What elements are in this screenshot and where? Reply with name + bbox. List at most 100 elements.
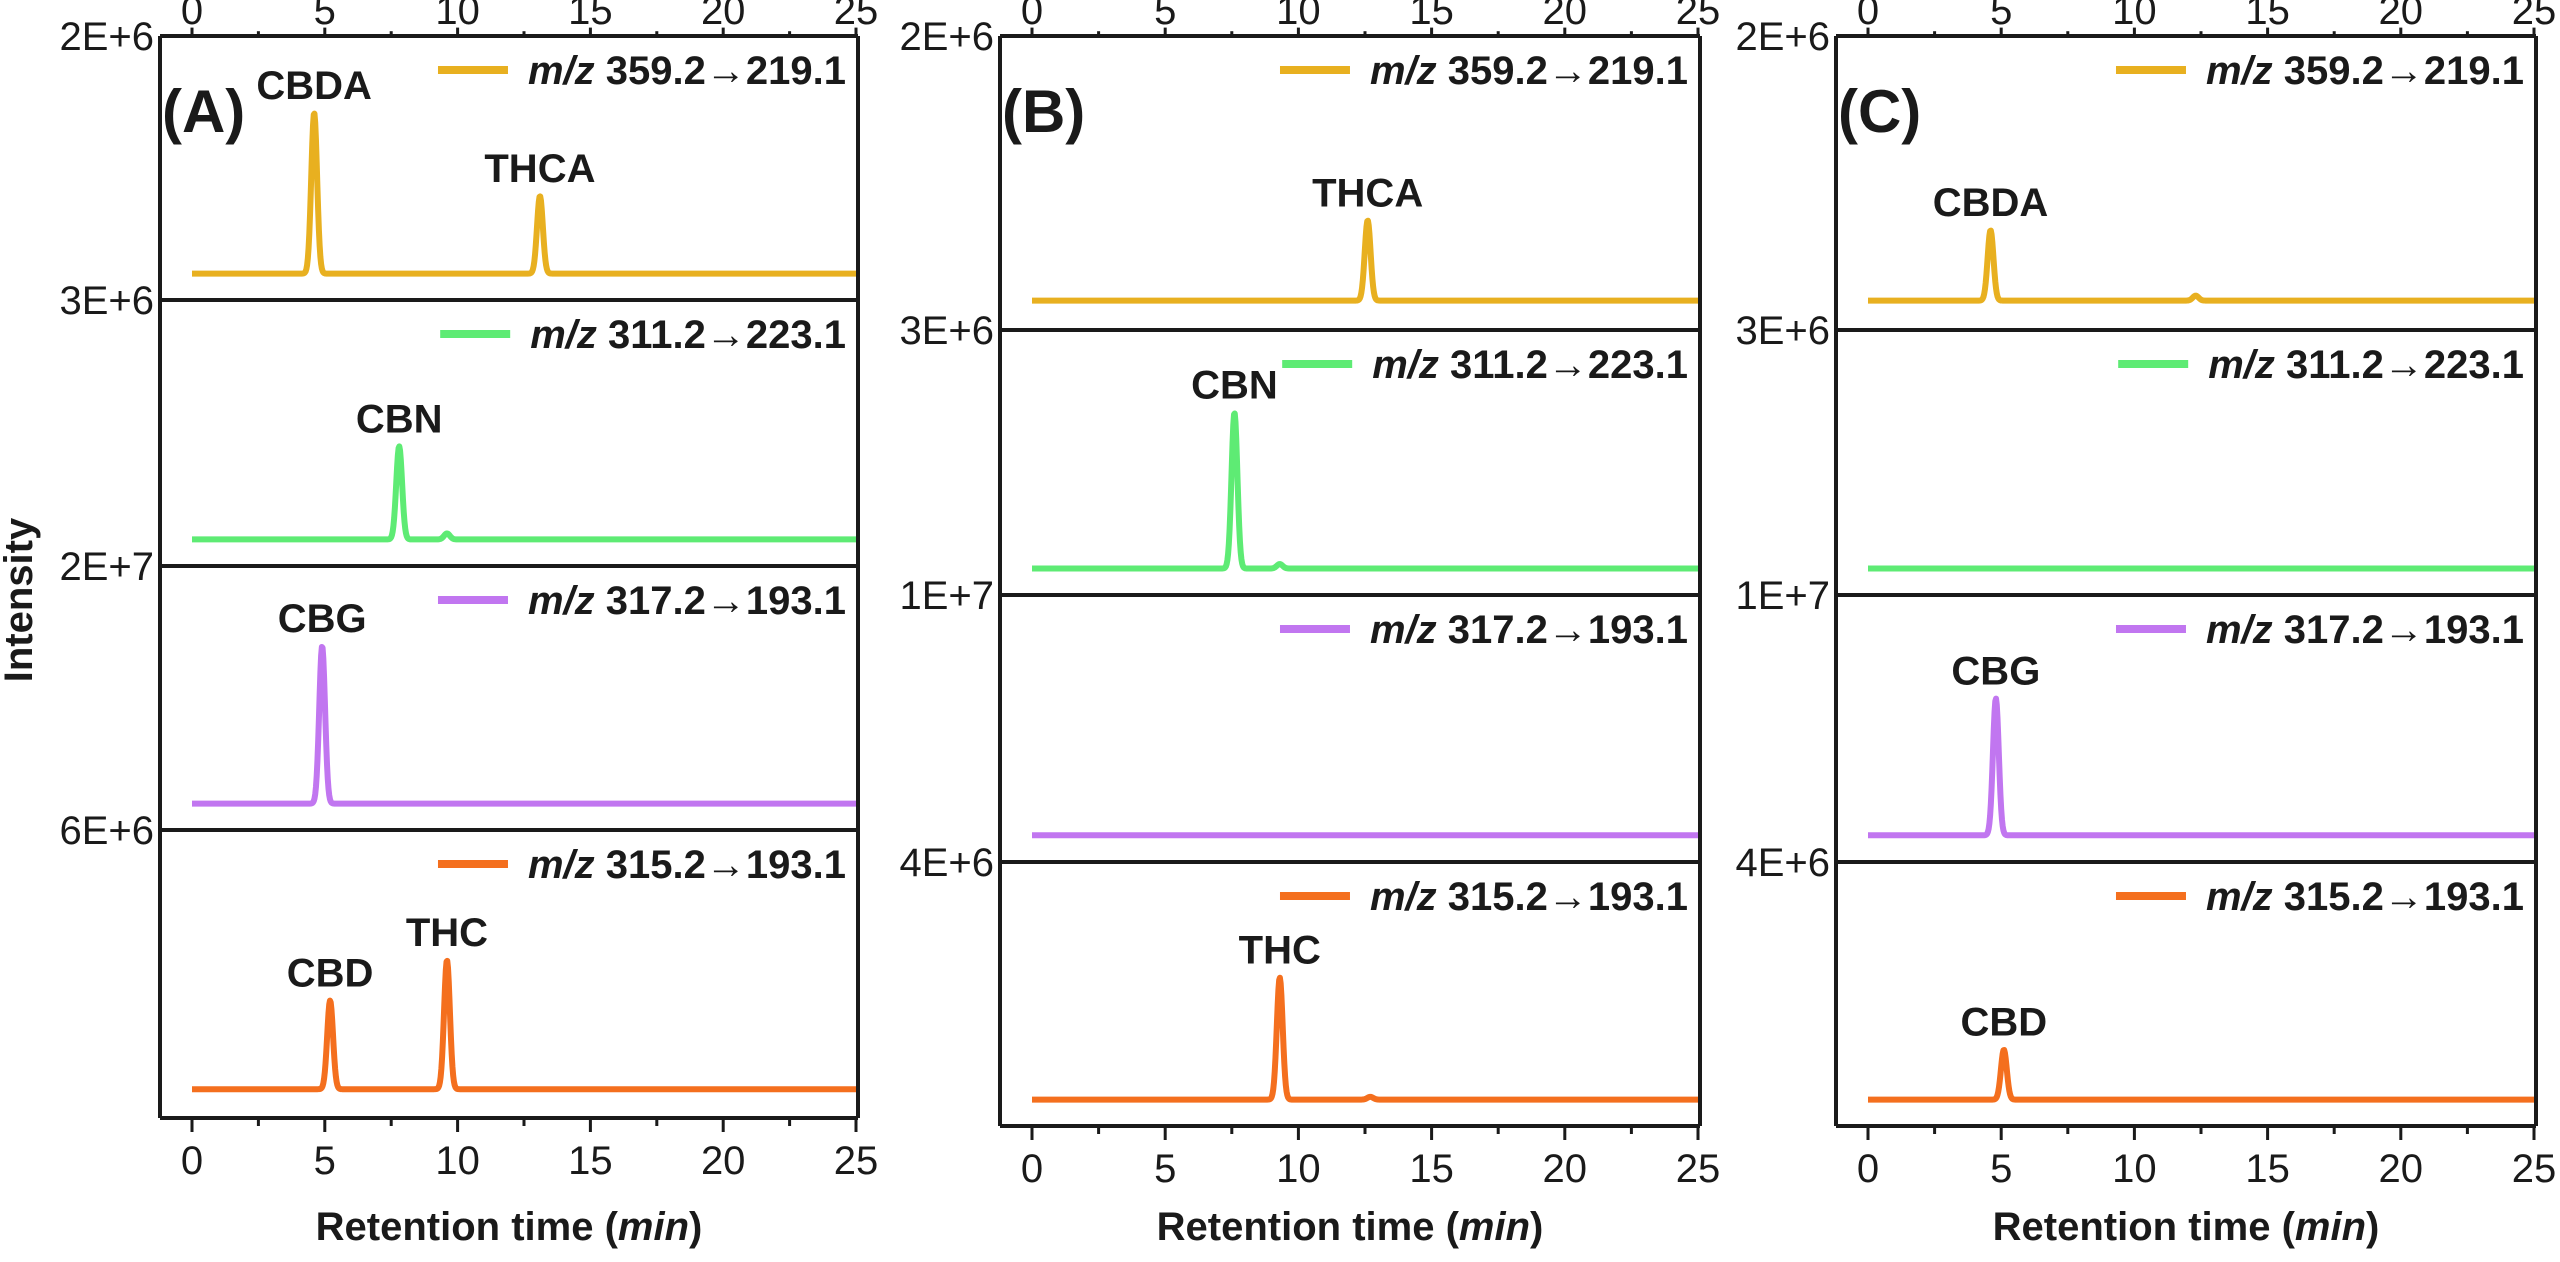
- legend-text: m/z 315.2→193.1: [1370, 875, 1688, 919]
- peak-apex: [1369, 1095, 1372, 1098]
- ymax-label: 3E+6: [899, 309, 994, 353]
- legend-entry: m/z 359.2→219.1: [2115, 49, 2524, 93]
- ymax-label: 2E+6: [59, 15, 154, 59]
- x-axis-title-close: ): [1530, 1205, 1543, 1249]
- peak-label-thc: THC: [1239, 929, 1321, 973]
- legend-text: m/z 359.2→219.1: [2206, 49, 2524, 93]
- trace-m359: [1029, 217, 1701, 304]
- x-tick-label-top: 5: [1154, 0, 1176, 33]
- ymax-label: 3E+6: [59, 279, 154, 323]
- panel-letter: (C): [1838, 78, 1921, 145]
- panel-letter: (B): [1002, 78, 1085, 145]
- x-tick-label-bottom: 25: [834, 1139, 879, 1183]
- legend-mz: m/z: [528, 579, 595, 623]
- strip-m311: 3E+6 m/z 311.2→223.1: [1735, 309, 2537, 572]
- x-tick-label-top: 20: [2379, 0, 2424, 33]
- x-tick-label-bottom: 5: [314, 1139, 336, 1183]
- x-axis-title: Retention time (min): [316, 1205, 703, 1249]
- legend-product: 193.1: [746, 843, 846, 887]
- x-tick-label-bottom: 25: [2512, 1147, 2557, 1191]
- legend-entry: m/z 317.2→193.1: [437, 579, 846, 623]
- legend-text: m/z 359.2→219.1: [1370, 49, 1688, 93]
- ymax-label: 4E+6: [1735, 841, 1830, 885]
- legend-arrow: →: [706, 313, 746, 357]
- x-tick-label-top: 10: [435, 0, 480, 33]
- x-tick-label-top: 20: [1543, 0, 1588, 33]
- x-tick-label-bottom: 0: [1021, 1147, 1043, 1191]
- legend-arrow: →: [1548, 875, 1588, 919]
- trace-m317: [189, 643, 859, 807]
- x-axis-title-unit: min: [618, 1205, 689, 1249]
- legend-mz: m/z: [528, 49, 595, 93]
- strip-m315: 4E+6 CBD m/z 315.2→193.1: [1735, 841, 2537, 1103]
- trace-m317: [1865, 695, 2537, 839]
- x-tick-label-top: 25: [2512, 0, 2557, 33]
- trace-m311: [1029, 410, 1701, 572]
- ymax-label: 1E+7: [899, 574, 994, 618]
- strip-m311: 3E+6 CBN m/z 311.2→223.1: [899, 309, 1701, 572]
- strip-m359: 2E+6 CBDA m/z 359.2→219.1: [1735, 15, 2537, 304]
- legend-product: 193.1: [2424, 608, 2524, 652]
- x-axis-title-main: Retention time (: [1157, 1205, 1460, 1249]
- x-tick-label-bottom: 5: [1990, 1147, 2012, 1191]
- peak-apex: [1994, 697, 1997, 700]
- legend-entry: m/z 311.2→223.1: [440, 313, 846, 357]
- x-axis-title-close: ): [689, 1205, 702, 1249]
- legend-text: m/z 311.2→223.1: [2208, 343, 2524, 387]
- x-tick-label-bottom: 20: [2379, 1147, 2424, 1191]
- ymax-label: 1E+7: [1735, 574, 1830, 618]
- strip-m317: 1E+7 m/z 317.2→193.1: [899, 574, 1701, 839]
- legend-product: 219.1: [746, 49, 846, 93]
- legend-text: m/z 315.2→193.1: [528, 843, 846, 887]
- x-tick-label-bottom: 15: [1409, 1147, 1454, 1191]
- peak-apex: [1366, 219, 1369, 222]
- x-tick-label-top: 10: [1276, 0, 1321, 33]
- legend-arrow: →: [706, 843, 746, 887]
- legend-text: m/z 317.2→193.1: [1370, 608, 1688, 652]
- peak-apex: [445, 532, 448, 535]
- peak-label-thca: THCA: [484, 147, 595, 191]
- legend-mz: m/z: [2206, 608, 2273, 652]
- legend-arrow: →: [1548, 608, 1588, 652]
- strip-m317: 1E+7 CBG m/z 317.2→193.1: [1735, 574, 2537, 839]
- trace-m315: [1865, 1046, 2537, 1103]
- trace-m315: [1029, 974, 1701, 1103]
- legend-entry: m/z 311.2→223.1: [2118, 343, 2524, 387]
- peak-apex: [321, 645, 324, 648]
- legend-precursor: 311.2: [1439, 343, 1548, 387]
- legend-text: m/z 311.2→223.1: [530, 313, 846, 357]
- legend-entry: m/z 315.2→193.1: [1279, 875, 1688, 919]
- strip-m359: 2E+6 THCA m/z 359.2→219.1: [899, 15, 1701, 304]
- trace-m311: [189, 443, 859, 543]
- ymax-label: 3E+6: [1735, 309, 1830, 353]
- x-axis-title-main: Retention time (: [1993, 1205, 2296, 1249]
- legend-mz: m/z: [2208, 343, 2275, 387]
- peak-apex: [1233, 411, 1236, 414]
- legend-entry: m/z 317.2→193.1: [2115, 608, 2524, 652]
- legend-precursor: 317.2: [2273, 608, 2384, 652]
- legend-product: 193.1: [1588, 875, 1688, 919]
- peak-label-cbda: CBDA: [1933, 181, 2049, 225]
- panel-letter: (A): [162, 78, 245, 145]
- legend-entry: m/z 315.2→193.1: [2115, 875, 2524, 919]
- peak-apex: [1278, 976, 1281, 979]
- strip-m359: 2E+6 CBDA THCA m/z 359.2→219.1: [59, 15, 859, 277]
- legend-arrow: →: [2384, 608, 2424, 652]
- x-tick-label-top: 0: [181, 0, 203, 33]
- legend-arrow: →: [2384, 343, 2424, 387]
- peak-apex: [445, 959, 448, 962]
- legend-arrow: →: [1548, 343, 1588, 387]
- legend-mz: m/z: [1370, 875, 1437, 919]
- x-axis-title-close: ): [2366, 1205, 2379, 1249]
- legend-mz: m/z: [1370, 608, 1437, 652]
- peak-label-cbd: CBD: [1961, 1001, 2048, 1045]
- legend-text: m/z 317.2→193.1: [528, 579, 846, 623]
- x-tick-label-top: 25: [1676, 0, 1721, 33]
- ymax-label: 2E+6: [899, 15, 994, 59]
- x-tick-label-bottom: 0: [1857, 1147, 1879, 1191]
- peak-label-cbn: CBN: [1191, 364, 1278, 408]
- x-tick-label-top: 5: [1990, 0, 2012, 33]
